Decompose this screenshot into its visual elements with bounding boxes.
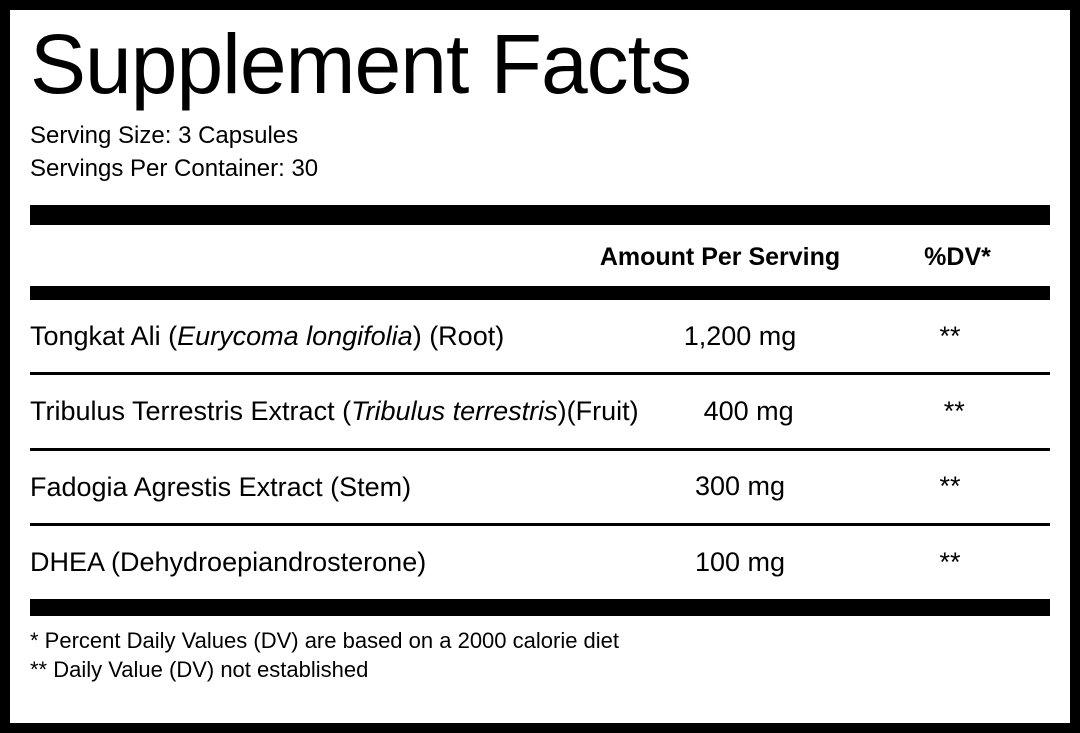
ingredient-name: DHEA (Dehydroepiandrosterone) (30, 546, 630, 578)
ingredient-dv: ** (850, 321, 1050, 352)
column-header-row: Amount Per Serving %DV* (30, 225, 1050, 286)
ingredient-dv: ** (859, 396, 1050, 427)
footnote-line: ** Daily Value (DV) not established (30, 655, 1050, 685)
supplement-facts-panel: Supplement Facts Serving Size: 3 Capsule… (0, 0, 1080, 733)
ingredient-amount: 300 mg (630, 471, 850, 502)
ingredient-name: Tongkat Ali (Eurycoma longifolia) (Root) (30, 320, 630, 352)
separator-bar-mid (30, 286, 1050, 300)
ingredient-amount: 400 mg (639, 396, 859, 427)
ingredient-name: Tribulus Terrestris Extract (Tribulus te… (30, 395, 639, 427)
ingredient-row: Tongkat Ali (Eurycoma longifolia) (Root)… (30, 300, 1050, 375)
serving-size: Serving Size: 3 Capsules (30, 120, 1050, 152)
ingredient-dv: ** (850, 471, 1050, 502)
header-amount: Amount Per Serving (575, 243, 865, 272)
servings-per-container: Servings Per Container: 30 (30, 153, 1050, 185)
footnote-line: * Percent Daily Values (DV) are based on… (30, 626, 1050, 656)
ingredient-dv: ** (850, 547, 1050, 578)
ingredient-amount: 1,200 mg (630, 321, 850, 352)
separator-bar-top (30, 205, 1050, 225)
ingredient-row: Fadogia Agrestis Extract (Stem) 300 mg *… (30, 451, 1050, 526)
separator-bar-bottom (30, 602, 1050, 616)
panel-title: Supplement Facts (30, 20, 1050, 108)
ingredient-name: Fadogia Agrestis Extract (Stem) (30, 471, 630, 503)
ingredient-row: DHEA (Dehydroepiandrosterone) 100 mg ** (30, 526, 1050, 601)
ingredient-amount: 100 mg (630, 547, 850, 578)
ingredient-row: Tribulus Terrestris Extract (Tribulus te… (30, 375, 1050, 450)
header-dv: %DV* (865, 243, 1050, 272)
footnotes: * Percent Daily Values (DV) are based on… (30, 616, 1050, 685)
